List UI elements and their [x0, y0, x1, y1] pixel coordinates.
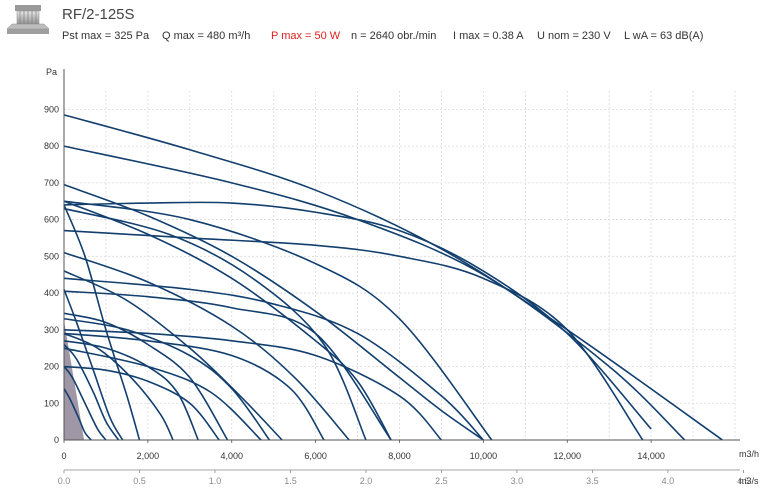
x2-tick-label: 1.0: [209, 476, 222, 486]
x2-axis-unit: m3/s: [739, 476, 759, 486]
fan-curve-9[interactable]: [63, 251, 350, 441]
fan-curve-23[interactable]: [63, 365, 220, 441]
fan-curve-10[interactable]: [63, 328, 443, 441]
x-tick-label: 4,000: [220, 451, 243, 461]
fan-curve-4[interactable]: [63, 229, 644, 441]
fan-curve-3[interactable]: [63, 201, 652, 430]
x2-tick-label: 4.5: [737, 476, 750, 486]
x2-tick-label: 4.0: [662, 476, 675, 486]
spec-p-max: P max = 50 W: [271, 30, 341, 42]
x2-tick-label: 2.5: [435, 476, 448, 486]
x2-tick-label: 0.0: [58, 476, 71, 486]
y-tick-label: 900: [44, 104, 59, 114]
x2-tick-label: 2.0: [360, 476, 373, 486]
selected-fan-curve-area: [64, 320, 85, 440]
fan-curve-21[interactable]: [63, 388, 92, 441]
fan-product-icon: [6, 5, 50, 34]
fan-curve-1[interactable]: [63, 114, 723, 441]
fan-curve-6[interactable]: [63, 200, 392, 441]
x-tick-label: 0: [61, 451, 66, 461]
fan-curve-8[interactable]: [63, 290, 392, 441]
fan-curve-15[interactable]: [63, 340, 199, 441]
x-tick-label: 2,000: [137, 451, 160, 461]
x2-tick-label: 1.5: [284, 476, 297, 486]
spec-sound-power: L wA = 63 dB(A): [624, 30, 704, 42]
y-tick-label: 400: [44, 288, 59, 298]
spec-u-nom: U nom = 230 V: [537, 30, 611, 42]
fan-curve-22[interactable]: [63, 207, 367, 441]
y-tick-label: 800: [44, 141, 59, 151]
fan-curves: [63, 114, 723, 441]
x2-tick-label: 3.0: [511, 476, 524, 486]
fan-curve-12[interactable]: [63, 270, 283, 441]
fan-curve-16[interactable]: [63, 332, 174, 441]
y-tick-label: 700: [44, 178, 59, 188]
fan-curve-17[interactable]: [63, 204, 141, 441]
y-tick-label: 200: [44, 362, 59, 372]
y-tick-label: 300: [44, 325, 59, 335]
fan-curve-20[interactable]: [63, 366, 107, 441]
spec-i-max: I max = 0.38 A: [453, 30, 524, 42]
chart-axes: 0 100 200 300 400 500 600 700 800 900 0 2,000 4,000 6…: [44, 69, 750, 486]
fan-curve-14[interactable]: [63, 312, 229, 441]
x2-tick-label: 3.5: [586, 476, 599, 486]
fan-curve-25[interactable]: [63, 347, 262, 441]
y-tick-label: 100: [44, 398, 59, 408]
fan-curve-11[interactable]: [63, 332, 325, 441]
x-tick-label: 6,000: [304, 451, 327, 461]
spec-rpm: n = 2640 obr./min: [351, 30, 437, 42]
x-tick-label: 8,000: [388, 451, 411, 461]
fan-curve-19[interactable]: [63, 343, 120, 441]
fan-curve-2[interactable]: [63, 145, 686, 441]
y-tick-label: 0: [54, 435, 59, 445]
x-axis-unit: m3/h: [739, 449, 759, 459]
x2-tick-label: 0.5: [133, 476, 146, 486]
spec-pst-max: Pst max = 325 Pa: [62, 30, 150, 42]
x-tick-label: 12,000: [553, 451, 581, 461]
selected-fan-area: [64, 320, 85, 440]
fan-curve-7[interactable]: [63, 277, 484, 441]
fan-curve-18[interactable]: [63, 289, 124, 441]
y-tick-label: 500: [44, 251, 59, 261]
y-tick-label: 600: [44, 215, 59, 225]
fan-curve-5[interactable]: [63, 183, 484, 441]
x-tick-label: 14,000: [637, 451, 665, 461]
y-axis-unit: Pa: [46, 67, 57, 77]
spec-q-max: Q max = 480 m³/h: [162, 30, 251, 42]
page-title: RF/2-125S: [62, 6, 135, 23]
fan-curve-24[interactable]: [63, 200, 493, 441]
x-tick-label: 10,000: [470, 451, 498, 461]
